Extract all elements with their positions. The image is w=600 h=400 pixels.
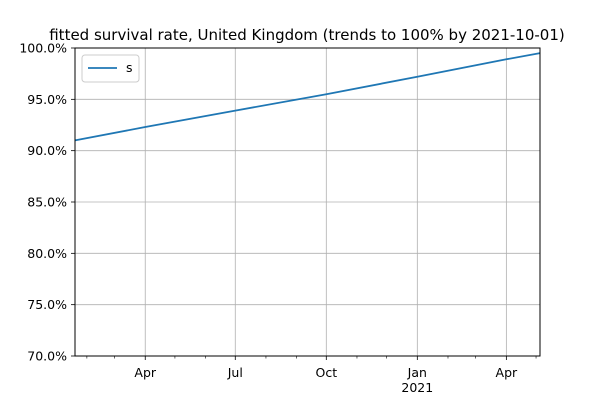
x-tick-label: Oct — [315, 365, 337, 380]
y-axis: 70.0% 75.0% 80.0% 85.0% 90.0% 95.0% 100.0% — [19, 41, 75, 364]
y-tick-label: 95.0% — [27, 92, 67, 107]
series-line — [74, 52, 541, 142]
x-tick-label: Jul — [227, 365, 243, 380]
y-tick-label: 90.0% — [27, 143, 67, 158]
chart-title: fitted survival rate, United Kingdom (tr… — [49, 26, 565, 44]
y-tick-label: 75.0% — [27, 297, 67, 312]
x-tick-sublabel: 2021 — [401, 380, 433, 395]
y-tick-label: 80.0% — [27, 246, 67, 261]
legend: s — [81, 54, 140, 83]
y-tick-label: 100.0% — [19, 41, 67, 56]
y-tick-label: 70.0% — [27, 349, 67, 364]
series-lines — [74, 52, 541, 142]
x-tick-label: Apr — [496, 365, 518, 380]
y-tick-label: 85.0% — [27, 195, 67, 210]
legend-label: s — [126, 60, 133, 75]
x-tick-label: Jan — [407, 365, 427, 380]
x-tick-label: Apr — [134, 365, 156, 380]
